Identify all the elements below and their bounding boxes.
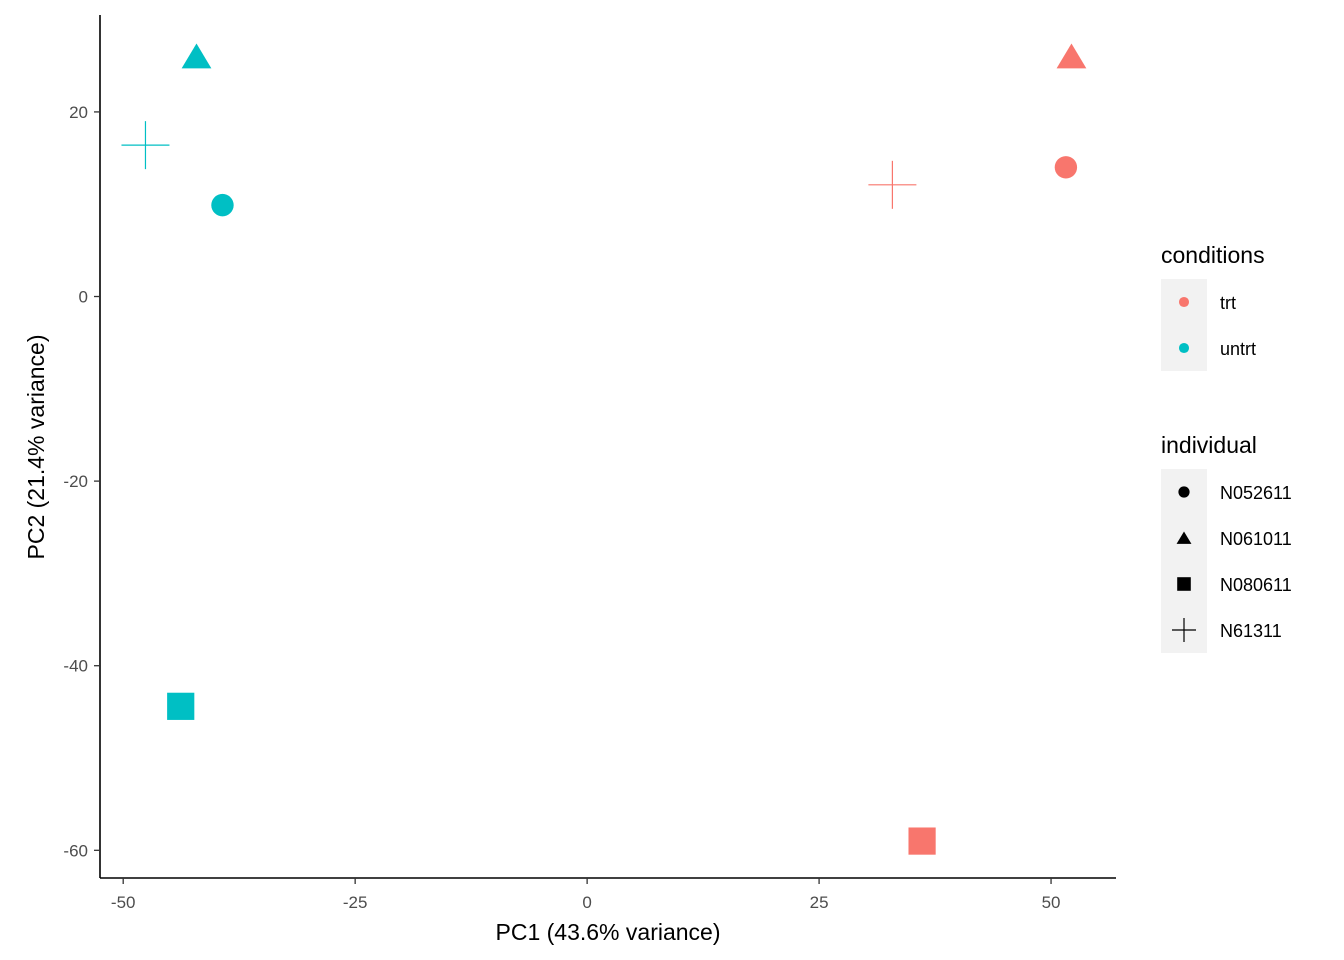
data-point-untrt-n052611 [211, 193, 234, 217]
data-point-trt-n080611 [908, 827, 936, 855]
y-axis-title: PC2 (21.4% variance) [23, 335, 49, 560]
legend-key-trt [1178, 296, 1190, 308]
legend-key-n061011 [1176, 531, 1192, 544]
data-point-trt-n052611 [1054, 156, 1078, 179]
legend-conditions-key-bg [1161, 279, 1207, 371]
x-tick-label: 0 [582, 893, 591, 912]
y-tick-label: -60 [63, 841, 88, 860]
legend-label-trt: trt [1220, 293, 1236, 313]
legend-label-n061011: N061011 [1220, 529, 1292, 549]
y-tick-label: 20 [69, 103, 88, 122]
x-tick-label: 50 [1042, 893, 1061, 912]
legend-individual: individual N052611 N061011 N080611 N61311 [1161, 432, 1292, 653]
legend-label-n61311: N61311 [1220, 621, 1282, 641]
x-axis-title: PC1 (43.6% variance) [496, 919, 721, 945]
legend-individual-title: individual [1161, 432, 1257, 458]
legend-label-untrt: untrt [1220, 339, 1256, 359]
data-point-trt-n61311 [868, 160, 917, 209]
y-tick-label: -20 [63, 472, 88, 491]
data-points [121, 43, 1087, 855]
legend-conditions-title: conditions [1161, 242, 1265, 268]
data-point-untrt-n61311 [121, 121, 170, 170]
data-point-untrt-n080611 [167, 692, 195, 720]
data-point-untrt-n061011 [181, 43, 212, 69]
data-point-trt-n061011 [1056, 43, 1087, 69]
x-ticks: -50 -25 0 25 50 [111, 878, 1061, 912]
y-tick-label: 0 [79, 288, 88, 307]
y-tick-label: -40 [63, 657, 88, 676]
legend-label-n052611: N052611 [1220, 483, 1292, 503]
y-ticks: -60 -40 -20 0 20 [63, 103, 100, 860]
legend-conditions: conditions trt untrt [1161, 242, 1265, 371]
x-tick-label: -25 [343, 893, 368, 912]
legend-key-n080611 [1177, 577, 1191, 591]
x-tick-label: 25 [810, 893, 829, 912]
legend-key-untrt [1178, 342, 1190, 354]
x-tick-label: -50 [111, 893, 136, 912]
legend-key-n052611 [1178, 486, 1190, 498]
axes [99, 15, 1116, 879]
legend-key-n61311 [1172, 618, 1196, 642]
legend-label-n080611: N080611 [1220, 575, 1292, 595]
